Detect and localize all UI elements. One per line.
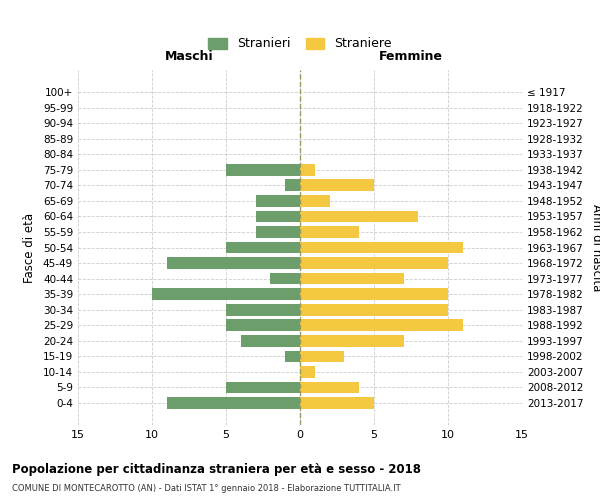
Bar <box>271 273 300 284</box>
Bar <box>256 195 300 206</box>
Bar <box>256 210 300 222</box>
Bar <box>300 273 404 284</box>
Text: COMUNE DI MONTECAROTTO (AN) - Dati ISTAT 1° gennaio 2018 - Elaborazione TUTTITAL: COMUNE DI MONTECAROTTO (AN) - Dati ISTAT… <box>12 484 401 493</box>
Bar <box>300 382 359 394</box>
Y-axis label: Fasce di età: Fasce di età <box>23 212 36 282</box>
Bar <box>300 288 448 300</box>
Bar <box>167 257 300 269</box>
Bar <box>300 397 374 409</box>
Bar <box>226 242 300 254</box>
Bar <box>300 195 329 206</box>
Text: Popolazione per cittadinanza straniera per età e sesso - 2018: Popolazione per cittadinanza straniera p… <box>12 462 421 475</box>
Bar <box>300 350 344 362</box>
Bar <box>300 257 448 269</box>
Bar <box>256 226 300 238</box>
Bar <box>285 180 300 191</box>
Bar <box>226 304 300 316</box>
Bar <box>300 242 463 254</box>
Bar <box>285 350 300 362</box>
Bar <box>226 320 300 331</box>
Bar <box>226 382 300 394</box>
Bar <box>152 288 300 300</box>
Bar <box>300 164 315 175</box>
Y-axis label: Anni di nascita: Anni di nascita <box>590 204 600 291</box>
Legend: Stranieri, Straniere: Stranieri, Straniere <box>205 34 395 54</box>
Text: Maschi: Maschi <box>164 50 214 63</box>
Bar <box>300 320 463 331</box>
Bar <box>300 226 359 238</box>
Bar <box>300 366 315 378</box>
Text: Femmine: Femmine <box>379 50 443 63</box>
Bar <box>300 335 404 346</box>
Bar <box>300 180 374 191</box>
Bar <box>300 304 448 316</box>
Bar <box>226 164 300 175</box>
Bar <box>167 397 300 409</box>
Bar <box>241 335 300 346</box>
Bar <box>300 210 418 222</box>
